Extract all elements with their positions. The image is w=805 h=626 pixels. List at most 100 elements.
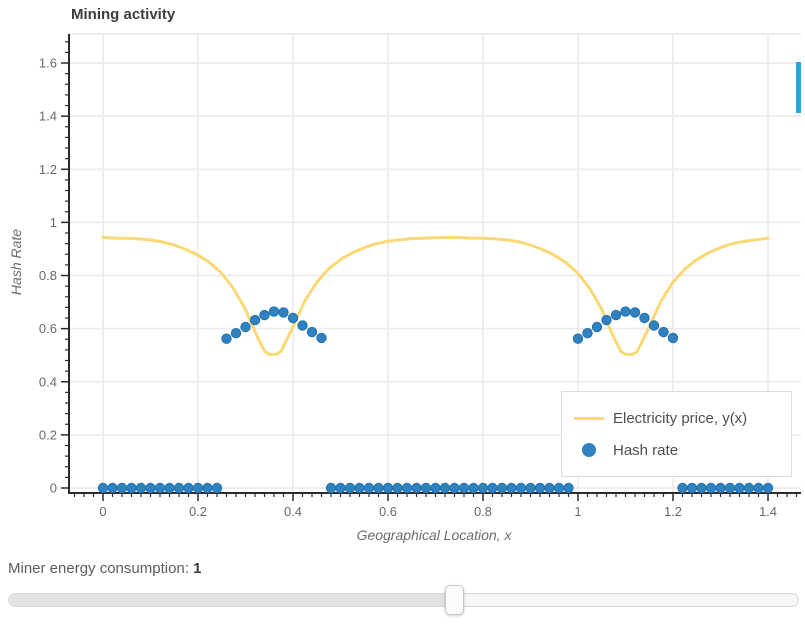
hash-rate-dot: [145, 482, 156, 494]
hash-rate-dot: [544, 482, 555, 494]
chart-legend: Electricity price, y(x) Hash rate: [561, 391, 792, 477]
x-tick-label: 0.2: [189, 504, 207, 519]
hash-rate-dot: [677, 482, 688, 494]
slider-value: 1: [193, 560, 202, 577]
hash-rate-dot: [458, 482, 470, 494]
y-tick-label: 1: [50, 215, 57, 230]
hash-rate-dot: [724, 482, 736, 494]
hash-rate-dot: [506, 482, 517, 494]
hash-rate-dot: [344, 482, 356, 494]
hash-rate-dot: [734, 482, 745, 494]
hash-rate-dot: [591, 321, 603, 333]
legend-dot-swatch-icon: [582, 443, 596, 457]
hash-rate-dot: [515, 482, 527, 494]
hash-rate-dot: [620, 306, 631, 317]
x-tick-label: 0.8: [474, 504, 492, 519]
hash-rate-dot: [411, 482, 422, 494]
hash-rate-dot: [135, 482, 147, 494]
legend-label-electricity-price: Electricity price, y(x): [613, 409, 748, 427]
hash-rate-dot: [639, 312, 650, 324]
hash-rate-dot: [107, 482, 118, 494]
hash-rate-dot: [249, 314, 261, 326]
hash-rate-dot: [382, 482, 394, 494]
hash-rate-dot: [335, 482, 346, 494]
slider-handle[interactable]: [445, 585, 464, 615]
hash-rate-dot: [468, 482, 479, 494]
hash-rate-dot: [325, 482, 337, 494]
hash-rate-dot: [211, 482, 223, 494]
x-axis-label: Geographical Location, x: [356, 527, 512, 543]
y-tick-label: 1.6: [39, 56, 57, 71]
legend-line-swatch-icon: [574, 416, 604, 420]
y-tick-label: 1.2: [39, 162, 57, 177]
output-scrollbar-thumb[interactable]: [796, 62, 801, 113]
hash-rate-dot: [230, 328, 242, 339]
hash-rate-dot: [316, 332, 327, 344]
hash-rate-dot: [306, 326, 318, 338]
plot-canvas: 0 0.2 0.4 0.6 0.8 1 1.2 1.4 0 0.2 0.4 0.6 0.8 1 1.2 1.4…: [39, 33, 801, 519]
hash-rate-dot: [192, 482, 204, 494]
y-tick-label: 0.8: [39, 268, 57, 283]
hash-rate-dot: [154, 482, 166, 494]
hash-rate-dot: [563, 482, 574, 494]
x-tick-label: 1.4: [759, 504, 777, 519]
hash-rate-dot: [696, 482, 707, 494]
slider-label-text: Miner energy consumption:: [8, 560, 189, 577]
slider-track[interactable]: [8, 585, 799, 615]
hash-rate-dot: [373, 482, 384, 494]
hash-rate-dot: [487, 482, 498, 494]
hash-rate-dot: [753, 482, 764, 494]
hash-rate-dot: [449, 482, 460, 494]
hash-rate-dot: [667, 332, 679, 344]
hash-rate-dot: [173, 482, 185, 494]
x-tick-label: 0: [99, 504, 106, 519]
y-axis-label: Hash Rate: [8, 228, 24, 296]
hash-rate-dot: [401, 482, 413, 494]
hash-rate-dot: [392, 482, 403, 494]
legend-item-hash-rate: Hash rate: [574, 434, 791, 466]
x-tick-label: 0.6: [379, 504, 397, 519]
hash-rate-dot: [525, 482, 536, 494]
hash-rate-dot: [601, 314, 612, 326]
hash-rate-dot: [572, 333, 584, 344]
x-tick-label: 0.4: [284, 504, 302, 519]
hash-rate-dot: [743, 482, 755, 494]
slider-label: Miner energy consumption: 1: [8, 560, 201, 577]
hash-rate-dot: [658, 326, 669, 338]
hash-rate-dot: [420, 482, 432, 494]
legend-item-electricity-price: Electricity price, y(x): [574, 402, 791, 434]
hash-rate-dot: [183, 482, 194, 494]
hash-rate-dot: [259, 309, 270, 321]
x-tick-label: 1.2: [664, 504, 682, 519]
hash-rate-dot: [116, 482, 128, 494]
hash-rate-dot: [278, 307, 289, 318]
slider-fill: [9, 594, 447, 606]
hash-rate-dot: [240, 321, 251, 333]
hash-rate-dot: [686, 482, 698, 494]
hash-rate-dot: [715, 482, 726, 494]
mining-activity-figure: Mining activity 0 0.2 0.4 0.6 0.8 1 1.2 1.4 0 0.2…: [8, 6, 801, 543]
hash-rate-dot: [534, 482, 546, 494]
hash-rate-dot: [268, 306, 280, 317]
hash-rate-dot: [221, 333, 232, 344]
hash-rate-dot: [354, 482, 365, 494]
hash-rate-dot: [477, 482, 489, 494]
hash-rate-dot: [629, 307, 641, 318]
hash-rate-dot: [762, 482, 774, 494]
hash-rate-dot: [297, 320, 308, 331]
hash-rate-dot: [287, 312, 299, 324]
x-tick-label: 1: [574, 504, 581, 519]
y-tick-label: 0.6: [39, 321, 57, 336]
hash-rate-dot: [202, 482, 213, 494]
hash-rate-dot: [610, 309, 622, 321]
hash-rate-dot: [430, 482, 441, 494]
hash-rate-dot: [439, 482, 451, 494]
hash-rate-dot: [164, 482, 175, 494]
y-tick-label: 0.4: [39, 374, 57, 389]
hash-rate-dot: [363, 482, 375, 494]
hash-rate-dot: [705, 482, 717, 494]
hash-rate-dot: [553, 482, 565, 494]
y-tick-label: 0.2: [39, 427, 57, 442]
legend-label-hash-rate: Hash rate: [613, 441, 679, 459]
